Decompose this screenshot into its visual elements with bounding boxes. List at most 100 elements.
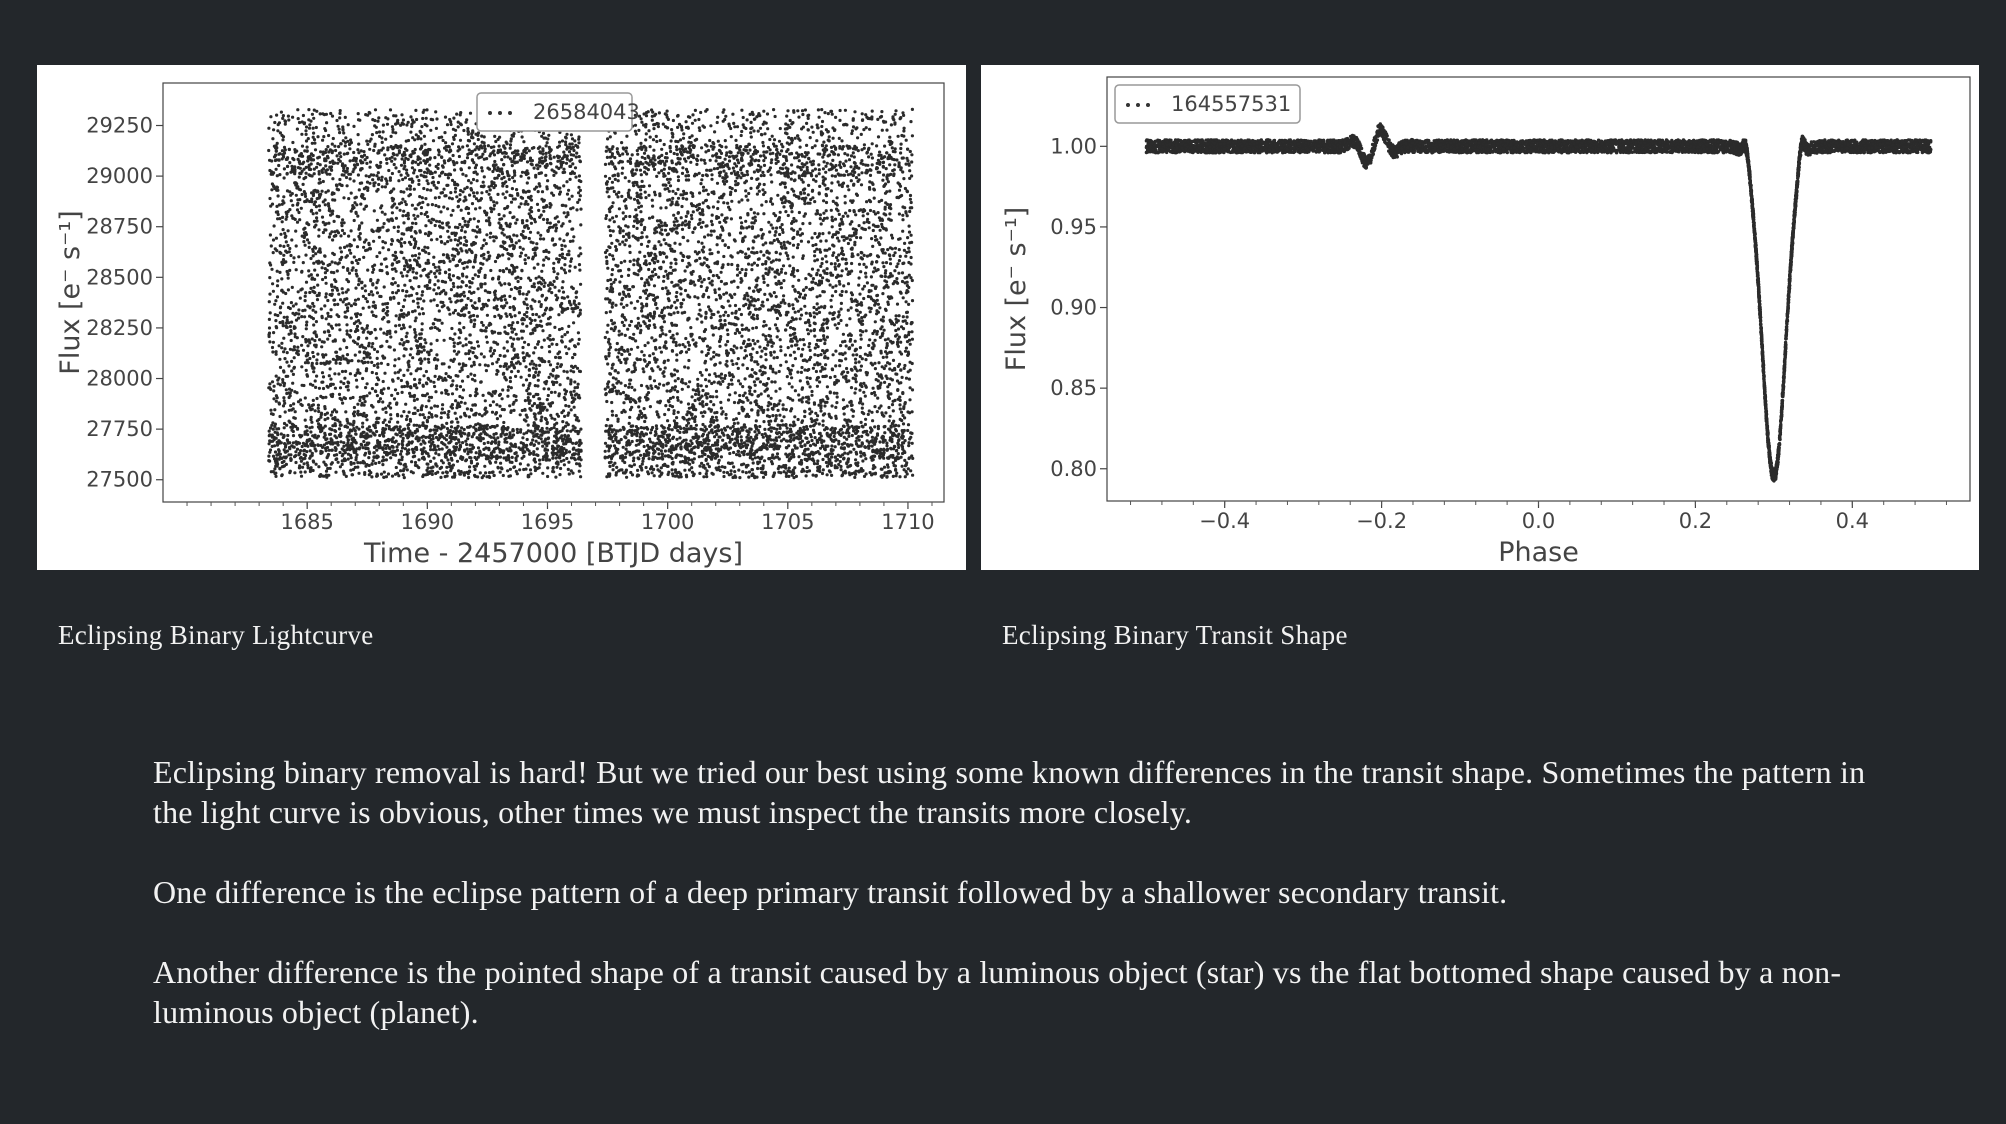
data-point (321, 230, 325, 235)
data-point (497, 221, 501, 225)
data-point (466, 206, 471, 211)
data-point (521, 351, 525, 355)
data-point (413, 463, 418, 467)
data-point (319, 150, 323, 154)
data-point (278, 467, 282, 471)
data-point (508, 305, 512, 310)
data-point (316, 283, 320, 287)
data-point (532, 166, 536, 170)
data-point (327, 133, 331, 138)
data-point (569, 257, 574, 261)
data-point (563, 333, 567, 337)
data-point (413, 431, 417, 435)
data-point (397, 323, 401, 327)
data-point (326, 298, 330, 303)
data-point (363, 360, 367, 364)
data-point (564, 135, 568, 139)
data-point (328, 209, 333, 213)
data-point (539, 437, 543, 441)
data-point (347, 271, 352, 275)
data-point (411, 310, 415, 314)
data-point (528, 452, 532, 456)
data-point (295, 186, 299, 190)
data-point (502, 214, 506, 218)
data-point (344, 474, 348, 478)
data-point (410, 225, 414, 229)
data-point (400, 442, 404, 446)
data-point (454, 399, 458, 403)
data-point (377, 130, 382, 134)
data-point (557, 313, 561, 317)
data-point (324, 112, 328, 116)
data-point (569, 207, 573, 211)
data-point (429, 342, 433, 346)
data-point (428, 156, 432, 160)
data-point (346, 288, 350, 292)
data-point (567, 347, 571, 351)
data-point (560, 266, 564, 270)
data-point (519, 441, 523, 445)
data-point (271, 289, 275, 293)
data-point (300, 343, 304, 347)
data-point (429, 117, 433, 121)
data-point (522, 418, 526, 422)
data-point (467, 148, 471, 152)
data-point (333, 161, 337, 165)
y-tick-label: 28750 (86, 215, 153, 239)
data-point (406, 120, 410, 124)
data-point (470, 202, 475, 206)
data-point (541, 457, 545, 462)
data-point (510, 164, 514, 168)
data-point (372, 181, 376, 185)
data-point (427, 252, 431, 256)
data-point (429, 448, 433, 452)
data-point (480, 134, 484, 138)
data-point (385, 161, 389, 165)
data-point (278, 131, 282, 135)
data-point (545, 322, 549, 326)
data-point (537, 441, 541, 445)
data-point (511, 134, 515, 138)
data-point (291, 441, 295, 445)
data-point (500, 397, 504, 401)
data-point (509, 386, 513, 390)
data-point (508, 193, 512, 197)
data-point (403, 147, 408, 151)
data-point (362, 430, 366, 434)
data-point (406, 270, 410, 274)
data-point (463, 195, 467, 199)
data-point (327, 235, 331, 239)
data-point (396, 370, 400, 374)
data-point (425, 179, 429, 183)
data-point (488, 460, 492, 464)
data-point (472, 346, 476, 350)
data-point (492, 207, 496, 211)
data-point (537, 466, 541, 470)
data-point (281, 301, 285, 305)
data-point (384, 446, 388, 450)
data-point (305, 461, 309, 465)
data-point (397, 170, 401, 174)
data-point (484, 242, 488, 246)
data-point (558, 383, 562, 387)
data-point (499, 283, 503, 287)
data-point (359, 313, 363, 317)
data-point (392, 225, 396, 229)
data-point (502, 364, 506, 368)
data-point (312, 245, 317, 249)
data-point (304, 368, 308, 372)
data-point (270, 267, 274, 271)
data-point (486, 144, 490, 148)
data-point (503, 207, 507, 211)
data-point (541, 131, 546, 135)
data-point (529, 162, 533, 166)
data-point (318, 208, 322, 212)
data-point (281, 258, 286, 262)
data-point (546, 458, 550, 462)
data-point (369, 173, 373, 177)
data-point (485, 433, 489, 437)
data-point (407, 448, 411, 452)
data-point (272, 384, 276, 388)
data-point (280, 149, 284, 153)
data-point (326, 337, 330, 341)
